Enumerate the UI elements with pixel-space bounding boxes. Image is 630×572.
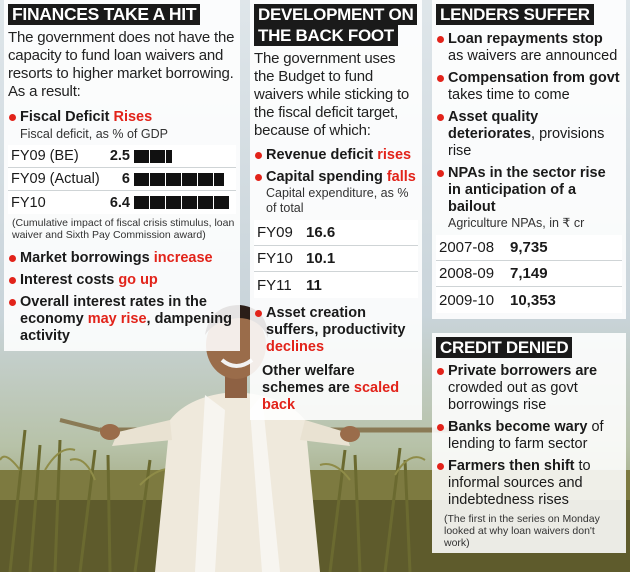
capital-spending-bullet: Capital spending falls [254,169,418,186]
asset-creation-bullet: Asset creation suffers, productivity dec… [254,305,418,356]
development-intro: The government uses the Budget to fund w… [254,50,410,139]
npa-row-label: 2009-10 [439,291,495,309]
fiscal-deficit-note: (Cumulative impact of fiscal crisis stim… [12,217,235,241]
npa-row-label: 2008-09 [439,265,495,282]
farmers-shift-bullet: Farmers then shift to informal sources a… [436,458,622,509]
welfare-note: Other welfare schemes are scaled back [262,363,400,413]
fiscal-deficit-row: FY10 6.4 [8,191,236,214]
npa-row-label: 2007-08 [439,239,495,256]
revenue-deficit-bullet: Revenue deficit rises [254,147,418,164]
capital-spending-subtitle: Capital expenditure, as % of total [266,186,409,215]
npa-bullet: NPAs in the sector rise in anticipation … [436,165,622,216]
finances-header: FINANCES TAKE A HIT [8,4,201,25]
capital-spending-row-label: FY10 [257,250,293,267]
npa-row: 2008-09 7,149 [436,261,622,287]
fiscal-deficit-row-label: FY09 (Actual) [11,171,100,187]
market-borrowings-bullet: Market borrowings increase [8,250,236,267]
capital-spending-row: FY11 11 [254,272,418,298]
capital-spending-row-value: 11 [306,276,322,294]
fiscal-deficit-row-value: 6 [121,171,130,187]
development-column: DEVELOPMENT ON THE BACK FOOT The governm… [250,0,422,420]
lenders-header: LENDERS SUFFER [436,4,594,25]
fiscal-deficit-bar [134,149,172,163]
capital-spending-row: FY10 10.1 [254,246,418,272]
interest-rates-bullet: Overall interest rates in the economy ma… [8,294,236,345]
fiscal-deficit-bullet: Fiscal Deficit Rises [8,109,236,126]
capital-spending-row-label: FY09 [257,224,293,241]
asset-quality-bullet: Asset quality deteriorates, provisions r… [436,109,622,160]
loan-repayments-bullet: Loan repayments stop as waivers are anno… [436,31,622,65]
fiscal-deficit-row: FY09 (BE) 2.5 [8,145,236,168]
finances-column: FINANCES TAKE A HIT The government does … [4,0,240,351]
finances-intro: The government does not have the capacit… [8,29,235,100]
fiscal-deficit-row-value: 6.4 [109,194,130,211]
npa-table: 2007-08 9,735 2008-09 7,149 2009-10 10,353 [436,235,622,313]
banks-wary-bullet: Banks become wary of lending to farm sec… [436,419,622,453]
fiscal-deficit-bar [134,196,230,209]
fiscal-deficit-subtitle: Fiscal deficit, as % of GDP [20,127,168,141]
interest-costs-bullet: Interest costs go up [8,272,236,289]
fiscal-deficit-table: FY09 (BE) 2.5 FY09 (Actual) 6 FY10 6.4 [8,145,236,214]
npa-row-value: 9,735 [510,239,548,256]
lenders-column: LENDERS SUFFER Loan repayments stop as w… [432,0,626,553]
development-header-line2: THE BACK FOOT [254,25,398,46]
npa-row: 2009-10 10,353 [436,287,622,313]
capital-spending-row-value: 10.1 [306,250,336,267]
fiscal-deficit-row-label: FY09 (BE) [11,148,79,164]
npa-row-value: 10,353 [510,291,556,309]
npa-row: 2007-08 9,735 [436,235,622,261]
capital-spending-row: FY09 16.6 [254,220,418,246]
capital-spending-table: FY09 16.6 FY10 10.1 FY11 11 [254,220,418,298]
capital-spending-row-value: 16.6 [306,224,336,241]
fiscal-deficit-bar [134,172,224,186]
npa-row-value: 7,149 [510,265,548,282]
capital-spending-row-label: FY11 [257,276,292,294]
compensation-bullet: Compensation from govt takes time to com… [436,70,622,104]
fiscal-deficit-row-label: FY10 [11,194,46,211]
fiscal-deficit-row: FY09 (Actual) 6 [8,168,236,191]
npa-subtitle: Agriculture NPAs, in ₹ cr [448,216,585,230]
development-header-line1: DEVELOPMENT ON [254,4,418,25]
fiscal-deficit-row-value: 2.5 [109,148,130,164]
series-footnote: (The first in the series on Monday looke… [444,513,600,549]
private-borrowers-bullet: Private borrowers are crowded out as gov… [436,363,622,414]
credit-denied-header: CREDIT DENIED [436,337,573,358]
